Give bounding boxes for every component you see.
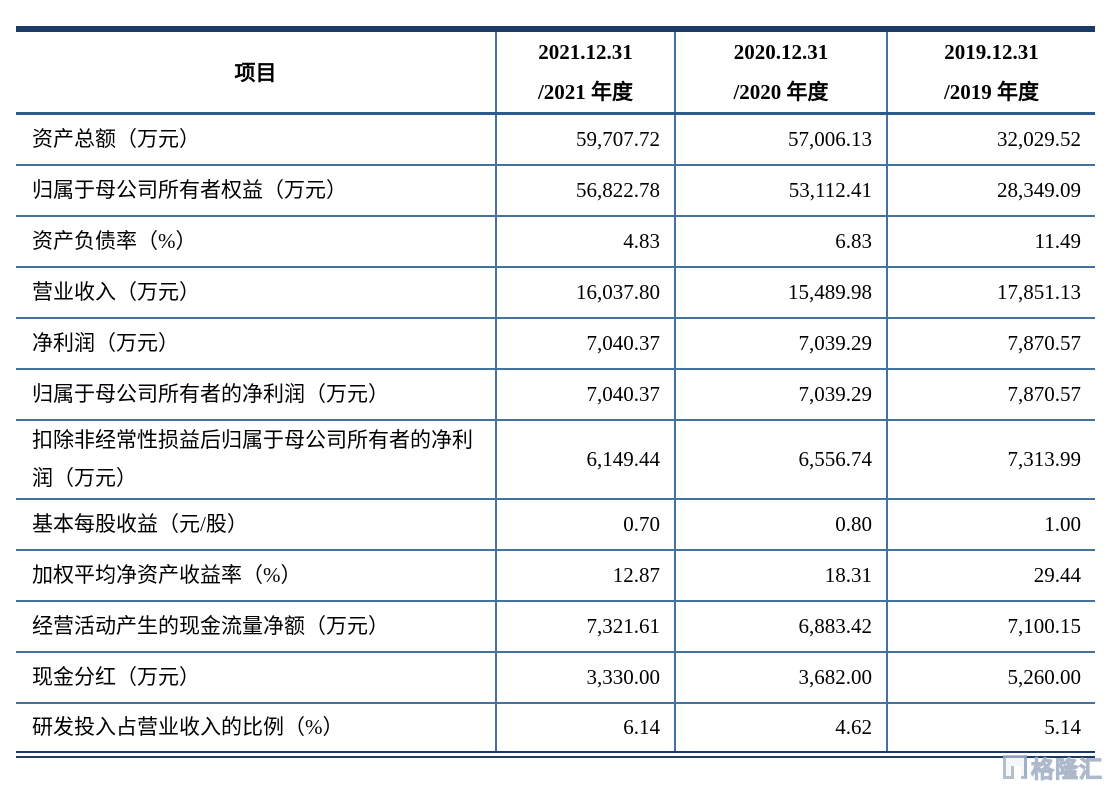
header-period-2021-year: /2021 年度 (537, 80, 634, 104)
table-row: 基本每股收益（元/股） 0.70 0.80 1.00 (16, 499, 1095, 552)
cell-value-2021: 6.14 (496, 703, 676, 756)
cell-value-2020: 6,883.42 (675, 601, 888, 654)
cell-value-2019: 1.00 (887, 499, 1095, 552)
table-row: 研发投入占营业收入的比例（%） 6.14 4.62 5.14 (16, 703, 1095, 756)
row-label: 资产总额（万元） (16, 113, 497, 166)
table-row: 归属于母公司所有者权益（万元） 56,822.78 53,112.41 28,3… (16, 164, 1095, 217)
cell-value-2019: 7,870.57 (887, 317, 1095, 370)
cell-value-2019: 28,349.09 (887, 164, 1095, 217)
table-row: 资产负债率（%） 4.83 6.83 11.49 (16, 215, 1095, 268)
header-row: 项目 2021.12.31 /2021 年度 2020.12.31 /2020 … (16, 29, 1095, 115)
row-label: 归属于母公司所有者权益（万元） (16, 164, 497, 217)
row-label: 营业收入（万元） (16, 266, 497, 319)
cell-value-2021: 7,040.37 (496, 368, 676, 421)
cell-value-2020: 18.31 (675, 550, 888, 603)
cell-value-2020: 0.80 (675, 499, 888, 552)
cell-value-2019: 7,870.57 (887, 368, 1095, 421)
cell-value-2019: 29.44 (887, 550, 1095, 603)
row-label: 研发投入占营业收入的比例（%） (16, 703, 497, 756)
cell-value-2021: 7,040.37 (496, 317, 676, 370)
cell-value-2020: 57,006.13 (675, 113, 888, 166)
cell-value-2019: 5.14 (887, 703, 1095, 756)
header-period-2020-date: 2020.12.31 (733, 40, 829, 64)
cell-value-2021: 4.83 (496, 215, 676, 268)
table-header: 项目 2021.12.31 /2021 年度 2020.12.31 /2020 … (16, 29, 1095, 115)
cell-value-2021: 0.70 (496, 499, 676, 552)
cell-value-2020: 7,039.29 (675, 317, 888, 370)
row-label: 归属于母公司所有者的净利润（万元） (16, 368, 497, 421)
table-row: 现金分红（万元） 3,330.00 3,682.00 5,260.00 (16, 652, 1095, 705)
header-period-2019-date: 2019.12.31 (944, 40, 1039, 64)
cell-value-2021: 59,707.72 (496, 113, 676, 166)
table-row: 加权平均净资产收益率（%） 12.87 18.31 29.44 (16, 550, 1095, 603)
cell-value-2019: 17,851.13 (887, 266, 1095, 319)
header-period-2019: 2019.12.31 /2019 年度 (887, 29, 1095, 115)
table-body: 资产总额（万元） 59,707.72 57,006.13 32,029.52 归… (16, 113, 1095, 756)
header-period-2020-year: /2020 年度 (733, 80, 829, 104)
row-label: 现金分红（万元） (16, 652, 497, 705)
cell-value-2021: 16,037.80 (496, 266, 676, 319)
cell-value-2019: 5,260.00 (887, 652, 1095, 705)
row-label: 净利润（万元） (16, 317, 497, 370)
cell-value-2020: 7,039.29 (675, 368, 888, 421)
table-row: 经营活动产生的现金流量净额（万元） 7,321.61 6,883.42 7,10… (16, 601, 1095, 654)
header-period-2021: 2021.12.31 /2021 年度 (496, 29, 676, 115)
cell-value-2020: 6,556.74 (675, 419, 888, 501)
cell-value-2020: 3,682.00 (675, 652, 888, 705)
watermark: 格隆汇 (1003, 750, 1103, 784)
cell-value-2020: 4.62 (675, 703, 888, 756)
cell-value-2021: 12.87 (496, 550, 676, 603)
cell-value-2019: 11.49 (887, 215, 1095, 268)
header-item-label: 项目 (16, 29, 497, 115)
row-label: 扣除非经常性损益后归属于母公司所有者的净利润（万元） (16, 419, 497, 501)
header-period-2020: 2020.12.31 /2020 年度 (675, 29, 888, 115)
cell-value-2019: 7,100.15 (887, 601, 1095, 654)
row-label: 资产负债率（%） (16, 215, 497, 268)
cell-value-2019: 7,313.99 (887, 419, 1095, 501)
row-label: 基本每股收益（元/股） (16, 499, 497, 552)
table-row: 归属于母公司所有者的净利润（万元） 7,040.37 7,039.29 7,87… (16, 368, 1095, 421)
table-row: 资产总额（万元） 59,707.72 57,006.13 32,029.52 (16, 113, 1095, 166)
table-row: 营业收入（万元） 16,037.80 15,489.98 17,851.13 (16, 266, 1095, 319)
cell-value-2020: 15,489.98 (675, 266, 888, 319)
table-row: 净利润（万元） 7,040.37 7,039.29 7,870.57 (16, 317, 1095, 370)
cell-value-2021: 6,149.44 (496, 419, 676, 501)
header-period-2019-year: /2019 年度 (943, 80, 1040, 104)
cell-value-2021: 7,321.61 (496, 601, 676, 654)
cell-value-2020: 53,112.41 (675, 164, 888, 217)
header-period-2021-date: 2021.12.31 (538, 40, 633, 64)
cell-value-2021: 56,822.78 (496, 164, 676, 217)
row-label: 加权平均净资产收益率（%） (16, 550, 497, 603)
table-row: 扣除非经常性损益后归属于母公司所有者的净利润（万元） 6,149.44 6,55… (16, 419, 1095, 501)
watermark-label: 格隆汇 (1031, 756, 1103, 783)
row-label: 经营活动产生的现金流量净额（万元） (16, 601, 497, 654)
cell-value-2021: 3,330.00 (496, 652, 676, 705)
cell-value-2019: 32,029.52 (887, 113, 1095, 166)
cell-value-2020: 6.83 (675, 215, 888, 268)
financial-summary-table: 项目 2021.12.31 /2021 年度 2020.12.31 /2020 … (16, 26, 1095, 758)
gelonghui-logo-icon (1003, 755, 1027, 779)
